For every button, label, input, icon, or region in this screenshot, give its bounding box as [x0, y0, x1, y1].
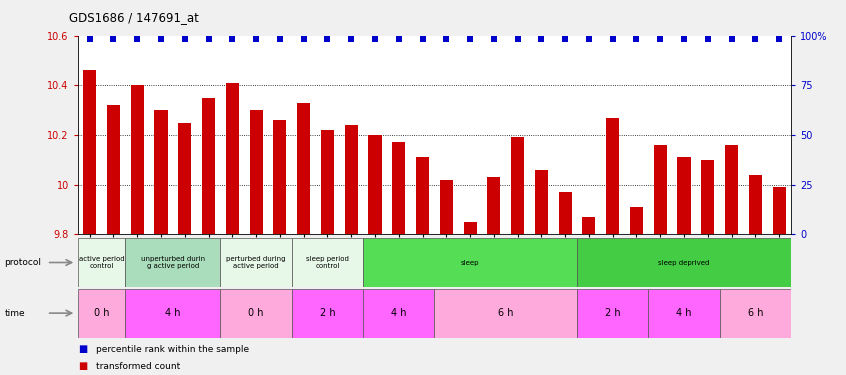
Text: 2 h: 2 h: [605, 308, 620, 318]
Bar: [464, 222, 476, 234]
Bar: [582, 217, 596, 234]
Bar: [440, 180, 453, 234]
Bar: [720, 289, 791, 338]
Text: 4 h: 4 h: [676, 308, 692, 318]
Bar: [179, 123, 191, 234]
Bar: [535, 170, 548, 234]
Text: unperturbed durin
g active period: unperturbed durin g active period: [141, 256, 205, 269]
Text: time: time: [4, 309, 25, 318]
Bar: [273, 120, 287, 234]
Bar: [83, 70, 96, 234]
Bar: [416, 158, 429, 234]
Text: 4 h: 4 h: [391, 308, 407, 318]
Bar: [725, 145, 738, 234]
Bar: [202, 98, 215, 234]
Text: GDS1686 / 147691_at: GDS1686 / 147691_at: [69, 11, 200, 24]
Bar: [107, 105, 120, 234]
Bar: [577, 238, 791, 287]
Bar: [654, 145, 667, 234]
Text: 0 h: 0 h: [249, 308, 264, 318]
Bar: [648, 289, 720, 338]
Bar: [749, 175, 762, 234]
Bar: [292, 238, 363, 287]
Text: sleep: sleep: [461, 260, 480, 266]
Text: 6 h: 6 h: [748, 308, 763, 318]
Bar: [772, 187, 786, 234]
Bar: [363, 289, 435, 338]
Bar: [435, 289, 577, 338]
Bar: [321, 130, 334, 234]
Bar: [125, 289, 221, 338]
Bar: [221, 238, 292, 287]
Bar: [393, 142, 405, 234]
Bar: [607, 118, 619, 234]
Bar: [125, 238, 221, 287]
Bar: [511, 138, 525, 234]
Bar: [221, 289, 292, 338]
Bar: [678, 158, 690, 234]
Bar: [226, 83, 239, 234]
Bar: [292, 289, 363, 338]
Bar: [78, 238, 125, 287]
Bar: [155, 110, 168, 234]
Text: transformed count: transformed count: [96, 362, 181, 371]
Text: sleep deprived: sleep deprived: [658, 260, 710, 266]
Bar: [558, 192, 572, 234]
Text: percentile rank within the sample: percentile rank within the sample: [96, 345, 250, 354]
Bar: [297, 103, 310, 234]
Text: protocol: protocol: [4, 258, 41, 267]
Text: sleep period
control: sleep period control: [306, 256, 349, 269]
Text: ■: ■: [78, 361, 87, 371]
Bar: [577, 289, 648, 338]
Bar: [78, 289, 125, 338]
Bar: [344, 125, 358, 234]
Bar: [131, 85, 144, 234]
Text: 4 h: 4 h: [165, 308, 181, 318]
Bar: [487, 177, 500, 234]
Bar: [369, 135, 382, 234]
Text: 0 h: 0 h: [94, 308, 109, 318]
Bar: [363, 238, 577, 287]
Bar: [701, 160, 714, 234]
Text: active period
control: active period control: [79, 256, 124, 269]
Bar: [630, 207, 643, 234]
Text: perturbed during
active period: perturbed during active period: [227, 256, 286, 269]
Text: ■: ■: [78, 344, 87, 354]
Text: 2 h: 2 h: [320, 308, 335, 318]
Bar: [250, 110, 262, 234]
Text: 6 h: 6 h: [498, 308, 514, 318]
